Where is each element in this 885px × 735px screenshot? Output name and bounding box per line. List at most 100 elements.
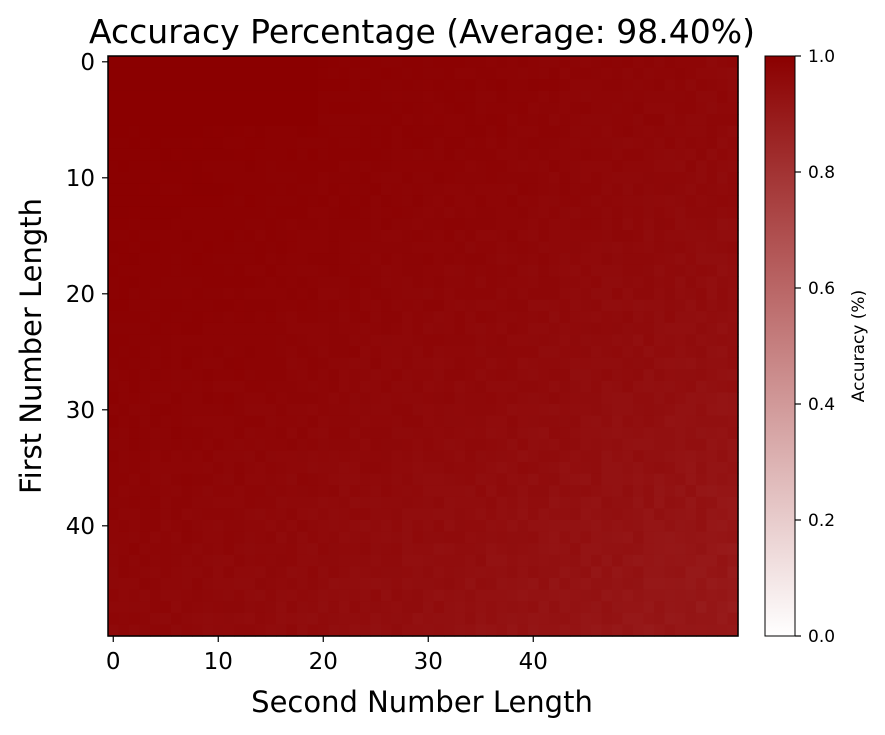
heatmap-cell: [286, 392, 298, 405]
heatmap-cell: [664, 415, 676, 428]
heatmap-cell: [507, 148, 519, 161]
heatmap-cell: [706, 346, 718, 359]
heatmap-cell: [517, 299, 529, 312]
heatmap-cell: [507, 125, 519, 138]
heatmap-cell: [108, 462, 120, 475]
heatmap-cell: [150, 160, 162, 173]
heatmap-cell: [139, 578, 151, 591]
heatmap-cell: [465, 160, 477, 173]
heatmap-cell: [496, 404, 508, 417]
heatmap-cell: [675, 56, 687, 69]
heatmap-cell: [706, 369, 718, 382]
heatmap-cell: [433, 427, 445, 440]
heatmap-cell: [360, 404, 372, 417]
heatmap-cell: [570, 241, 582, 254]
heatmap-cell: [622, 554, 634, 567]
heatmap-cell: [328, 125, 340, 138]
heatmap-cell: [685, 554, 697, 567]
heatmap-cell: [297, 415, 309, 428]
heatmap-cell: [286, 543, 298, 556]
heatmap-cell: [223, 102, 235, 115]
heatmap-cell: [349, 589, 361, 602]
heatmap-cell: [160, 160, 172, 173]
heatmap-cell: [601, 241, 613, 254]
heatmap-cell: [192, 230, 204, 243]
heatmap-cell: [486, 241, 498, 254]
heatmap-cell: [528, 543, 540, 556]
heatmap-cell: [580, 496, 592, 509]
heatmap-cell: [528, 357, 540, 370]
heatmap-cell: [559, 369, 571, 382]
heatmap-cell: [391, 543, 403, 556]
heatmap-cell: [160, 357, 172, 370]
heatmap-cell: [601, 148, 613, 161]
heatmap-cell: [475, 114, 487, 127]
heatmap-cell: [454, 90, 466, 103]
heatmap-cell: [150, 114, 162, 127]
heatmap-cell: [171, 276, 183, 289]
heatmap-cell: [360, 79, 372, 92]
heatmap-cell: [244, 438, 256, 451]
heatmap-cell: [108, 369, 120, 382]
heatmap-cell: [160, 392, 172, 405]
heatmap-cell: [108, 450, 120, 463]
heatmap-cell: [717, 79, 729, 92]
heatmap-cell: [171, 496, 183, 509]
heatmap-cell: [381, 56, 393, 69]
heatmap-cell: [412, 438, 424, 451]
heatmap-cell: [339, 612, 351, 625]
heatmap-cell: [339, 288, 351, 301]
heatmap-cell: [601, 520, 613, 533]
heatmap-cell: [601, 137, 613, 150]
heatmap-cell: [202, 578, 214, 591]
heatmap-cell: [591, 253, 603, 266]
heatmap-cell: [234, 427, 246, 440]
heatmap-cell: [108, 253, 120, 266]
heatmap-cell: [433, 288, 445, 301]
heatmap-cell: [601, 531, 613, 544]
heatmap-cell: [381, 299, 393, 312]
heatmap-cell: [318, 125, 330, 138]
heatmap-cell: [538, 195, 550, 208]
heatmap-cell: [507, 67, 519, 80]
heatmap-cell: [496, 218, 508, 231]
heatmap-cell: [717, 276, 729, 289]
heatmap-cell: [727, 102, 739, 115]
heatmap-cell: [685, 346, 697, 359]
heatmap-cell: [202, 56, 214, 69]
heatmap-cell: [349, 90, 361, 103]
heatmap-cell: [381, 346, 393, 359]
heatmap-cell: [402, 90, 414, 103]
heatmap-cell: [234, 612, 246, 625]
heatmap-cell: [118, 56, 130, 69]
heatmap-cell: [486, 67, 498, 80]
heatmap-cell: [517, 114, 529, 127]
heatmap-cell: [706, 322, 718, 335]
heatmap-cell: [265, 102, 277, 115]
heatmap-cell: [580, 578, 592, 591]
heatmap-cell: [286, 90, 298, 103]
heatmap-cell: [171, 311, 183, 324]
heatmap-cell: [496, 601, 508, 614]
heatmap-cell: [276, 624, 288, 637]
heatmap-cell: [118, 218, 130, 231]
heatmap-cell: [496, 554, 508, 567]
heatmap-cell: [118, 102, 130, 115]
heatmap-cell: [339, 241, 351, 254]
heatmap-cell: [349, 102, 361, 115]
heatmap-cell: [528, 404, 540, 417]
heatmap-cell: [528, 56, 540, 69]
heatmap-cell: [664, 90, 676, 103]
heatmap-cell: [486, 624, 498, 637]
heatmap-cell: [465, 148, 477, 161]
heatmap-cell: [181, 299, 193, 312]
heatmap-cell: [601, 612, 613, 625]
heatmap-cell: [549, 195, 561, 208]
heatmap-cell: [454, 624, 466, 637]
heatmap-cell: [381, 160, 393, 173]
heatmap-cell: [139, 160, 151, 173]
heatmap-cell: [171, 56, 183, 69]
heatmap-cell: [118, 357, 130, 370]
heatmap-cell: [118, 438, 130, 451]
heatmap-cell: [580, 56, 592, 69]
